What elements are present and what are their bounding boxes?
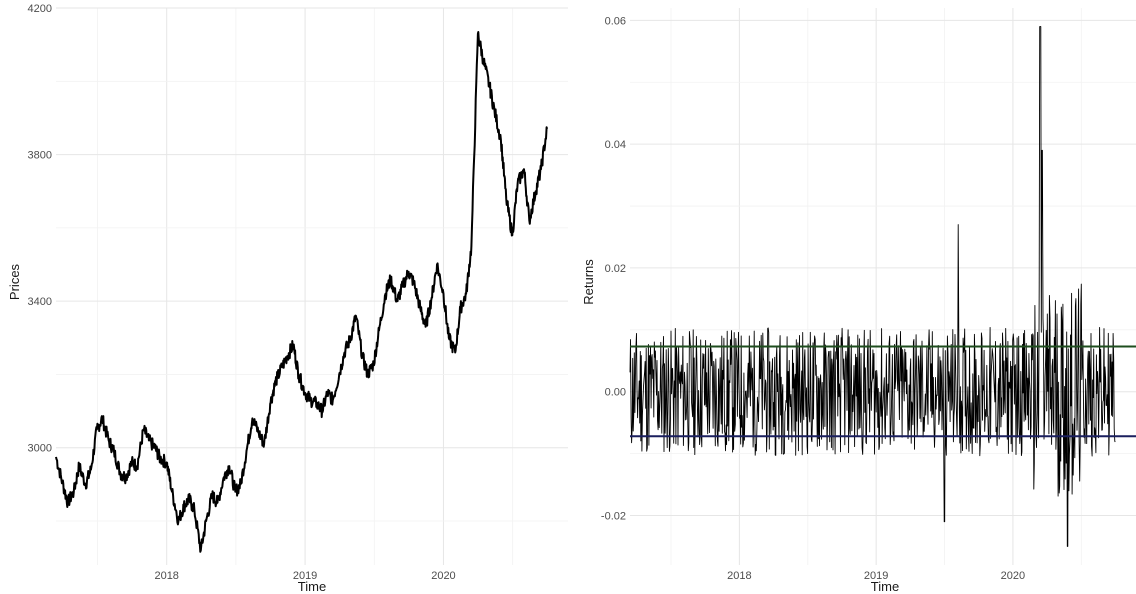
prices-y-tick-label: 3000 bbox=[28, 443, 52, 455]
returns-x-axis-title: Time bbox=[871, 579, 899, 594]
returns-chart: -0.020.000.020.040.06 2018 2019 2020 Time … bbox=[581, 8, 1136, 594]
returns-x-tick-label: 2019 bbox=[864, 570, 888, 582]
prices-gridlines bbox=[56, 7, 568, 565]
prices-x-axis-title: Time bbox=[298, 579, 326, 594]
returns-x-tick-labels: 2018 2019 2020 bbox=[727, 570, 1025, 582]
prices-x-tick-labels: 2018 2019 2020 bbox=[154, 570, 455, 582]
prices-chart: 3000 3400 3800 4200 2018 2019 2020 Time Price… bbox=[7, 3, 568, 594]
returns-x-tick-label: 2020 bbox=[1001, 570, 1025, 582]
prices-x-tick-label: 2018 bbox=[154, 570, 178, 582]
returns-y-tick-label: -0.02 bbox=[601, 510, 626, 522]
returns-y-axis-title: Returns bbox=[581, 259, 596, 305]
prices-y-tick-label: 4200 bbox=[28, 3, 52, 15]
returns-y-tick-label: 0.06 bbox=[605, 15, 626, 27]
returns-line bbox=[629, 26, 1116, 547]
returns-y-tick-labels: -0.02 0.00 0.02 0.04 0.06 bbox=[601, 15, 626, 522]
returns-y-tick-label: 0.02 bbox=[605, 263, 626, 275]
prices-y-tick-label: 3800 bbox=[28, 150, 52, 162]
prices-x-tick-label: 2019 bbox=[293, 570, 317, 582]
prices-x-tick-label: 2020 bbox=[431, 570, 455, 582]
returns-y-tick-label: 0.04 bbox=[605, 139, 626, 151]
returns-y-tick-label: 0.00 bbox=[605, 387, 626, 399]
prices-y-tick-labels: 3000 3400 3800 4200 bbox=[28, 3, 52, 455]
returns-x-tick-label: 2018 bbox=[727, 570, 751, 582]
prices-y-tick-label: 3400 bbox=[28, 296, 52, 308]
prices-line bbox=[55, 31, 549, 553]
prices-y-axis-title: Prices bbox=[7, 263, 22, 300]
